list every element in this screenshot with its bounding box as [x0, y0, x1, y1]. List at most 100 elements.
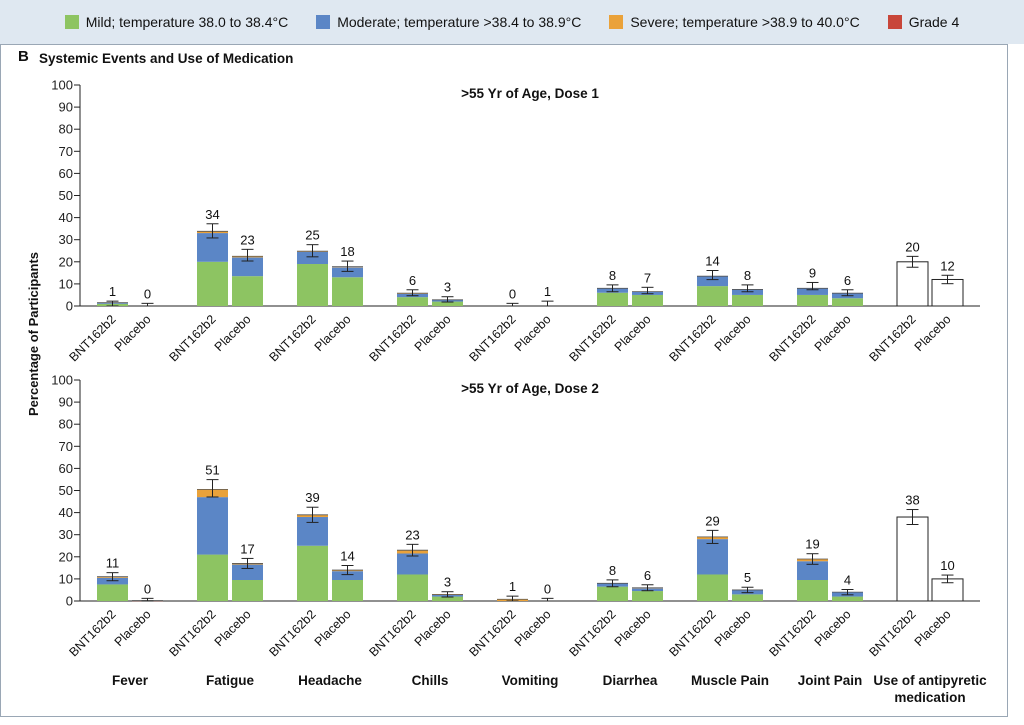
- dose1-data-label: 0: [509, 286, 516, 301]
- legend-swatch-grade4: [887, 15, 902, 29]
- dose1-bar-segment: [697, 276, 728, 287]
- dose1-data-label: 20: [905, 239, 919, 254]
- dose1-y-tick-label: 30: [59, 232, 73, 247]
- dose2-bar-segment: [297, 545, 328, 601]
- dose1-bar-segment: [732, 294, 763, 306]
- legend-swatch-moderate: [316, 15, 331, 29]
- dose1-data-label: 0: [144, 286, 151, 301]
- dose1-bar-segment: [197, 261, 228, 306]
- dose1-bar-segment: [297, 251, 328, 265]
- dose2-data-label: 0: [144, 581, 151, 596]
- dose2-bar-segment: [197, 554, 228, 601]
- dose2-data-label: 11: [106, 556, 120, 571]
- category-label: Fever: [112, 673, 149, 688]
- dose1-group-label: BNT162b2: [566, 312, 618, 364]
- dose2-bar-segment: [797, 580, 828, 601]
- dose1-group-label: BNT162b2: [366, 312, 418, 364]
- dose1-bar-segment: [297, 264, 328, 306]
- legend-item-moderate: Moderate; temperature >38.4 to 38.9°C: [316, 14, 581, 30]
- dose2-data-label: 51: [205, 463, 219, 478]
- panel-title: Systemic Events and Use of Medication: [39, 51, 294, 66]
- dose2-group-label: BNT162b2: [166, 607, 218, 659]
- dose1-group-label: Placebo: [212, 312, 254, 354]
- dose2-bar-segment: [397, 574, 428, 601]
- dose1-bar-segment: [697, 286, 728, 306]
- dose2-group-label: BNT162b2: [66, 607, 118, 659]
- legend-label-moderate: Moderate; temperature >38.4 to 38.9°C: [337, 14, 582, 30]
- dose2-data-label: 29: [705, 513, 719, 528]
- dose2-bar-segment: [797, 561, 828, 581]
- dose1-y-tick-label: 0: [66, 299, 73, 314]
- dose2-group-label: BNT162b2: [666, 607, 718, 659]
- dose2-bar-segment: [632, 591, 663, 601]
- dose1-bar-segment: [797, 294, 828, 306]
- dose2-group-label: Placebo: [512, 607, 554, 649]
- dose2-data-label: 10: [940, 558, 954, 573]
- category-label: Fatigue: [206, 673, 254, 688]
- dose1-data-label: 25: [305, 228, 319, 243]
- legend-item-severe: Severe; temperature >38.9 to 40.0°C: [609, 14, 860, 30]
- dose2-group-label: Placebo: [912, 607, 954, 649]
- dose2-bar-segment: [732, 594, 763, 601]
- dose1-group-label: Placebo: [712, 312, 754, 354]
- dose1-chart-title: >55 Yr of Age, Dose 1: [461, 86, 599, 101]
- dose1-data-label: 8: [744, 268, 751, 283]
- dose1-group-label: BNT162b2: [466, 312, 518, 364]
- dose1-bar-segment: [232, 257, 263, 277]
- dose1-bar-segment: [332, 267, 363, 278]
- category-label: Headache: [298, 673, 362, 688]
- dose2-data-label: 1: [509, 579, 516, 594]
- dose2-y-tick-label: 60: [59, 461, 73, 476]
- dose1-data-label: 6: [409, 273, 416, 288]
- dose1-y-tick-label: 80: [59, 122, 73, 137]
- dose2-group-label: BNT162b2: [366, 607, 418, 659]
- dose2-group-label: BNT162b2: [266, 607, 318, 659]
- dose1-y-tick-label: 60: [59, 166, 73, 181]
- dose1-group-label: Placebo: [112, 312, 154, 354]
- dose1-data-label: 18: [340, 244, 354, 259]
- dose2-bar-segment: [397, 553, 428, 575]
- dose1-y-tick-label: 90: [59, 100, 73, 115]
- dose1-data-label: 1: [544, 284, 551, 299]
- dose2-bar-segment: [597, 586, 628, 601]
- dose2-y-tick-label: 30: [59, 527, 73, 542]
- dose2-data-label: 19: [805, 537, 819, 552]
- dose1-data-label: 1: [109, 284, 116, 299]
- dose2-data-label: 14: [340, 549, 354, 564]
- legend-item-mild: Mild; temperature 38.0 to 38.4°C: [64, 14, 288, 30]
- dose2-y-tick-label: 0: [66, 594, 73, 609]
- dose1-group-label: Placebo: [312, 312, 354, 354]
- dose1-data-label: 6: [844, 273, 851, 288]
- legend: Mild; temperature 38.0 to 38.4°C Moderat…: [0, 0, 1024, 44]
- dose2-bar-segment: [432, 596, 463, 601]
- dose1-data-label: 23: [240, 232, 254, 247]
- category-label: Joint Pain: [798, 673, 863, 688]
- dose2-group-label: Placebo: [712, 607, 754, 649]
- dose1-bar-0: [896, 261, 929, 307]
- dose1-y-tick-label: 40: [59, 210, 73, 225]
- dose2-data-label: 17: [240, 541, 254, 556]
- dose2-y-tick-label: 90: [59, 395, 73, 410]
- y-axis-label: Percentage of Participants: [26, 252, 41, 416]
- dose2-bar-segment: [97, 584, 128, 601]
- dose2-data-label: 3: [444, 575, 451, 590]
- dose2-y-tick-label: 80: [59, 417, 73, 432]
- dose2-bar-segment: [832, 596, 863, 601]
- category-label: Use of antipyretic: [873, 673, 987, 688]
- legend-item-grade4: Grade 4: [887, 14, 959, 30]
- dose1-group-label: Placebo: [512, 312, 554, 354]
- dose2-data-label: 23: [405, 527, 419, 542]
- dose2-group-label: BNT162b2: [566, 607, 618, 659]
- dose1-group-label: BNT162b2: [666, 312, 718, 364]
- dose2-data-label: 38: [905, 493, 919, 508]
- dose2-y-tick-label: 100: [51, 373, 73, 388]
- dose1-group-label: BNT162b2: [766, 312, 818, 364]
- dose1-group-label: Placebo: [412, 312, 454, 354]
- dose2-data-label: 5: [744, 570, 751, 585]
- dose2-group-label: Placebo: [412, 607, 454, 649]
- dose2-y-tick-label: 10: [59, 571, 73, 586]
- dose1-y-tick-label: 20: [59, 254, 73, 269]
- dose1-group-label: Placebo: [912, 312, 954, 354]
- dose2-chart-title: >55 Yr of Age, Dose 2: [461, 381, 599, 396]
- dose2-bar-segment: [332, 580, 363, 601]
